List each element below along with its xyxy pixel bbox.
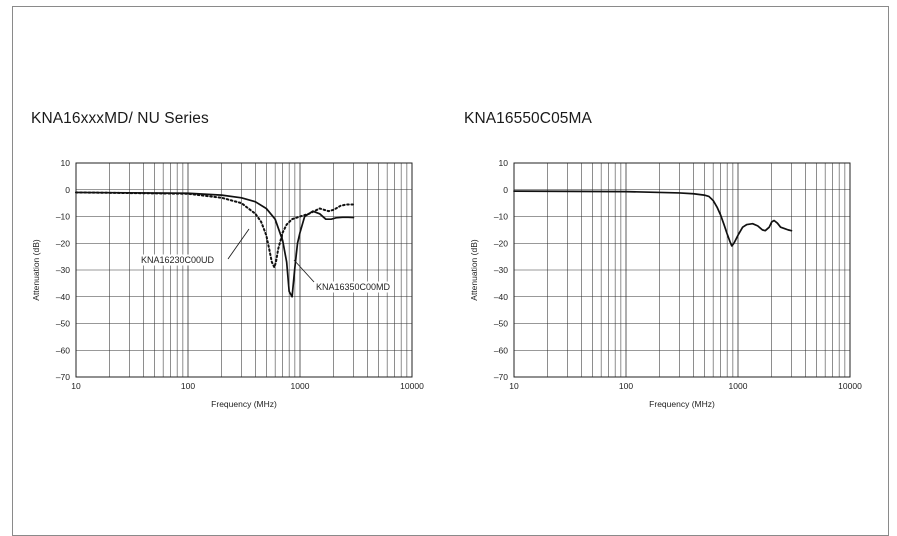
annotation-leader-line bbox=[227, 228, 250, 260]
y-tick-label: –50 bbox=[494, 319, 508, 329]
y-tick-label: –20 bbox=[494, 238, 508, 248]
y-tick-label: –40 bbox=[494, 292, 508, 302]
y-tick-label: –10 bbox=[494, 212, 508, 222]
grid-group bbox=[513, 162, 851, 378]
y-tick-label: 10 bbox=[499, 158, 509, 168]
y-tick-label: 0 bbox=[503, 185, 508, 195]
y-tick-label: –20 bbox=[56, 238, 70, 248]
x-tick-label: 10000 bbox=[400, 381, 424, 391]
x-tick-label: 10 bbox=[71, 381, 81, 391]
plot-area-border bbox=[513, 162, 851, 378]
x-axis-label: Frequency (MHz) bbox=[211, 399, 277, 409]
y-tick-label: –70 bbox=[56, 372, 70, 382]
x-tick-label: 100 bbox=[181, 381, 195, 391]
annotation-label: KNA16230C00UD bbox=[141, 255, 215, 265]
x-tick-label: 10 bbox=[509, 381, 519, 391]
y-tick-label: –10 bbox=[56, 212, 70, 222]
y-tick-label: –40 bbox=[56, 292, 70, 302]
x-tick-label: 1000 bbox=[291, 381, 310, 391]
y-tick-label: 0 bbox=[65, 185, 70, 195]
annotation-label-background bbox=[315, 281, 392, 293]
chart-title-right: KNA16550C05MA bbox=[464, 110, 592, 127]
annotation-leader-line bbox=[293, 259, 315, 283]
y-tick-label: –30 bbox=[494, 265, 508, 275]
chart-title-left: KNA16xxxMD/ NU Series bbox=[31, 110, 209, 127]
y-tick-label: –30 bbox=[56, 265, 70, 275]
y-tick-label: –60 bbox=[494, 345, 508, 355]
attenuation-series-line bbox=[513, 190, 793, 247]
x-tick-label: 1000 bbox=[729, 381, 748, 391]
y-tick-label: –50 bbox=[56, 319, 70, 329]
y-axis-label: Attenuation (dB) bbox=[31, 239, 41, 301]
x-tick-label: 100 bbox=[619, 381, 633, 391]
y-tick-label: –60 bbox=[56, 345, 70, 355]
kna16230c00ud-series-line bbox=[75, 191, 355, 269]
x-tick-label: 10000 bbox=[838, 381, 862, 391]
annotation-label-background bbox=[140, 254, 216, 266]
plot-area-border bbox=[75, 162, 413, 378]
y-axis-label: Attenuation (dB) bbox=[469, 239, 479, 301]
kna16350c00md-series-line bbox=[75, 191, 355, 298]
y-tick-label: 10 bbox=[61, 158, 71, 168]
annotation-label: KNA16350C00MD bbox=[316, 282, 391, 292]
x-axis-label: Frequency (MHz) bbox=[649, 399, 715, 409]
y-tick-label: –70 bbox=[494, 372, 508, 382]
